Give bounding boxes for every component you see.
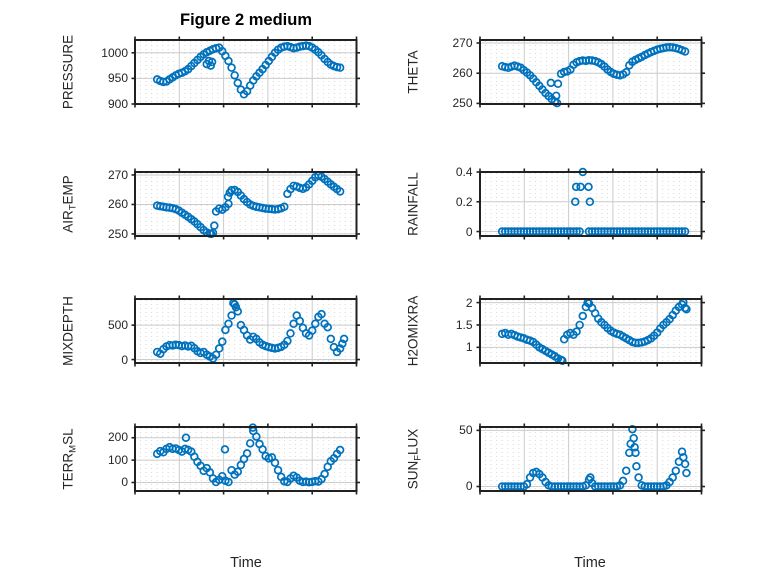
mixdepth-ylabel: MIXDEPTH [61, 296, 76, 366]
rainfall-y-tick-label: 0 [465, 224, 473, 239]
ylabel-text: SUN [405, 460, 420, 489]
theta-y-tick-label: 270 [452, 36, 473, 51]
theta-plot-area [476, 36, 705, 108]
axes-frame [134, 298, 358, 364]
pressure-ylabel: PRESSURE [61, 35, 76, 109]
pressure-y-tick-label: 900 [107, 97, 128, 111]
ylabel-text: THETA [405, 50, 420, 94]
grid-lines [135, 299, 357, 363]
air-temp-y-tick-label: 250 [107, 226, 128, 241]
sun-flux-ylabel: SUNFLUX [405, 428, 423, 489]
h2omixra-y-tick-label: 1 [465, 340, 473, 355]
rainfall-y-tick-label: 0.2 [455, 194, 473, 209]
figure-title: Figure 2 medium [179, 11, 313, 29]
air-temp-ylabel: AIRTEMP [60, 175, 79, 233]
mixdepth-data-points [152, 298, 349, 363]
grid-lines [479, 171, 701, 236]
axes-frame [134, 425, 358, 492]
ylabel-text: EMP [60, 175, 76, 205]
pressure-plot-area [131, 36, 360, 108]
x-axis-label-left: Time [230, 555, 262, 571]
pressure-y-tick-label: 950 [107, 71, 128, 86]
terr-msl-y-tick-label: 200 [107, 430, 128, 445]
x-axis-label-right: Time [574, 555, 606, 571]
ylabel-text: MIXDEPTH [60, 296, 76, 366]
terr-msl-ylabel: TERRMSL [60, 427, 79, 490]
ylabel-text: RAINFALL [405, 172, 420, 236]
sun-flux-y-tick-label: 0 [465, 479, 473, 493]
terr-msl-plot-area [131, 422, 360, 494]
h2omixra-plot-area [476, 295, 705, 367]
axis-ticks [131, 295, 360, 367]
sun-flux-plot-area [476, 423, 705, 494]
ylabel-text: TERR [60, 452, 76, 490]
air-temp-y-tick-label: 260 [107, 197, 128, 212]
ylabel-subscript: T [67, 204, 79, 211]
h2omixra-data-points [497, 297, 691, 366]
ylabel-text: PRESSURE [60, 34, 76, 110]
mixdepth-plot-area [131, 295, 360, 367]
axes-frame [478, 298, 702, 364]
mixdepth-y-tick-label: 500 [107, 318, 128, 333]
axes-frame [478, 39, 702, 105]
theta-data-points [497, 42, 689, 108]
terr-msl-y-tick-label: 0 [121, 474, 128, 489]
rainfall-y-tick-label: 0.4 [455, 165, 473, 179]
sun-flux-y-tick-label: 50 [459, 422, 473, 437]
axes-frame [134, 39, 358, 105]
air-temp-y-tick-label: 270 [107, 167, 128, 182]
axes-frame [478, 171, 702, 237]
rainfall-plot-area [476, 167, 705, 240]
pressure-data-points [152, 41, 345, 99]
air-temp-plot-area [131, 168, 360, 240]
h2omixra-ylabel: H2OMIXRA [405, 296, 420, 367]
axes-frame [134, 171, 358, 237]
terr-msl-y-tick-label: 100 [107, 452, 128, 467]
rainfall-ylabel: RAINFALL [405, 172, 420, 236]
theta-y-tick-label: 250 [452, 96, 473, 111]
air-temp-data-points [152, 170, 345, 239]
ylabel-text: SL [60, 427, 76, 445]
grid-lines [135, 426, 357, 491]
ylabel-subscript: M [67, 444, 79, 453]
rainfall-data-points [497, 167, 689, 236]
terr-msl-data-points [152, 422, 345, 487]
theta-y-tick-label: 260 [452, 66, 473, 81]
ylabel-text: LUX [405, 428, 420, 455]
sun-flux-data-points [497, 424, 691, 491]
h2omixra-y-tick-label: 1.5 [455, 317, 473, 332]
h2omixra-y-tick-label: 2 [465, 295, 473, 310]
axis-ticks [131, 423, 360, 494]
pressure-y-tick-label: 1000 [101, 45, 128, 60]
ylabel-text: H2OMIXRA [405, 295, 420, 367]
theta-ylabel: THETA [405, 50, 420, 93]
ylabel-subscript: F [412, 454, 423, 461]
mixdepth-y-tick-label: 0 [121, 352, 128, 367]
axes-frame [478, 425, 702, 492]
ylabel-text: AIR [60, 210, 76, 233]
